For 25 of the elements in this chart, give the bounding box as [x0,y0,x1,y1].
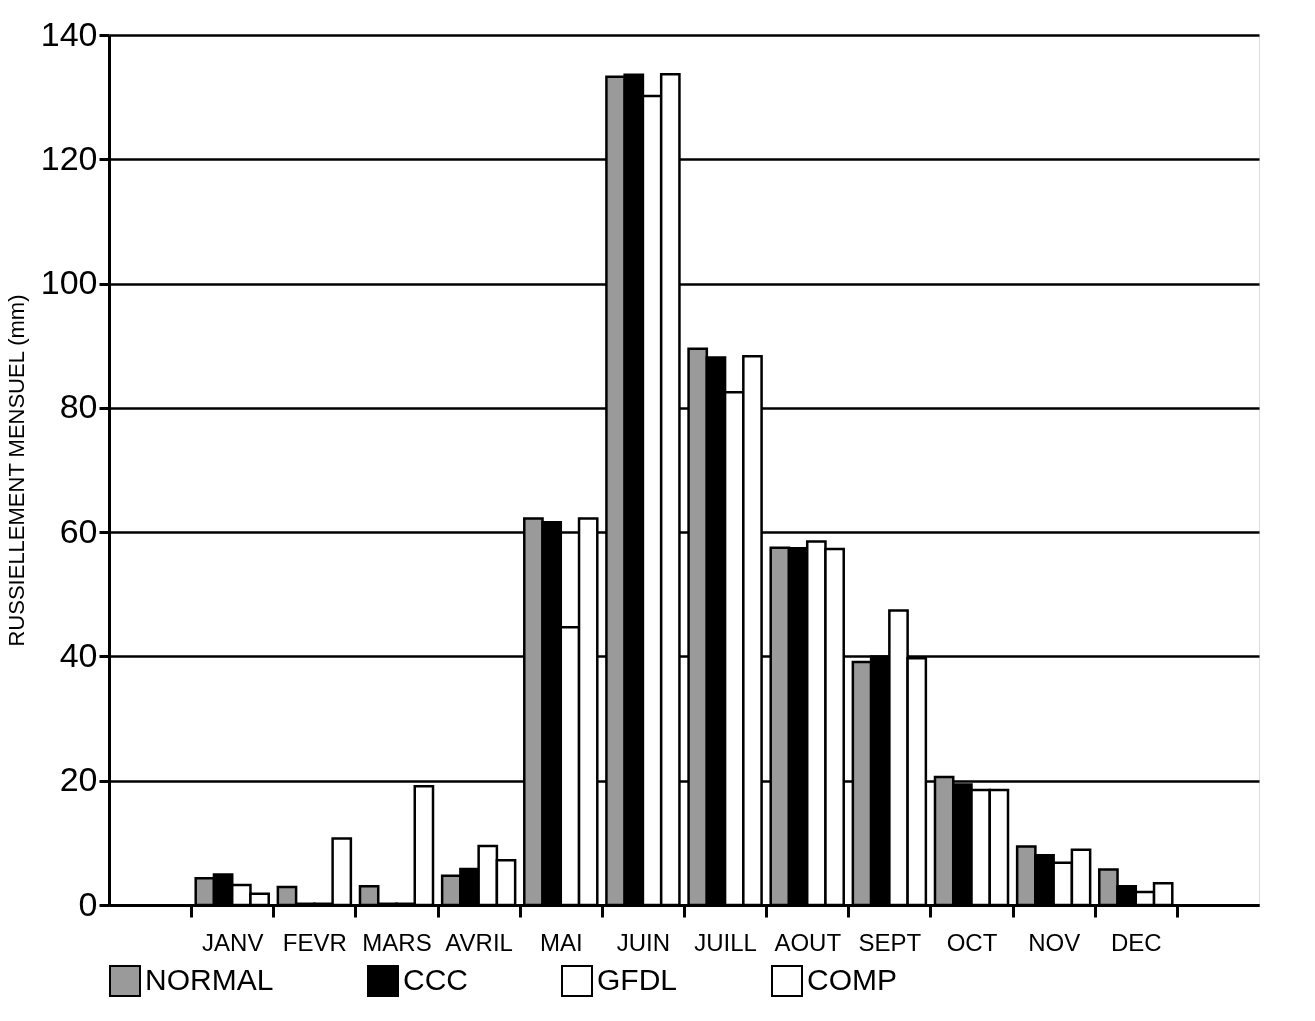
y-tick-label: 100 [40,263,98,302]
y-tick-label: 20 [59,760,98,799]
x-tick-label: JUILL [694,928,757,956]
legend-label: CCC [403,963,468,996]
y-tick-label: 60 [59,511,98,550]
x-tick-label: DEC [1110,928,1162,956]
y-tick-label: 140 [40,14,98,53]
y-tick-label: 80 [59,387,98,426]
x-tick-label: FEVR [282,928,347,956]
y-tick-label: 0 [78,884,98,923]
x-tick-label: AOUT [774,928,842,956]
x-tick-label: MAI [539,928,583,956]
legend-label: NORMAL [145,963,274,996]
x-tick-label: AVRIL [445,928,513,956]
y-axis-title: RUSSIELLEMENT MENSUEL (mm) [3,294,29,647]
legend-label: GFDL [597,963,678,996]
x-tick-label: NOV [1028,928,1081,956]
y-tick-label: 120 [40,138,98,177]
x-tick-label: JUIN [616,928,671,956]
x-tick-label: SEPT [858,928,922,956]
x-tick-label: JANV [202,928,264,956]
x-tick-label: MARS [362,928,432,956]
x-tick-label: OCT [946,928,998,956]
legend-label: COMP [807,963,897,996]
y-tick-label: 40 [59,635,98,674]
